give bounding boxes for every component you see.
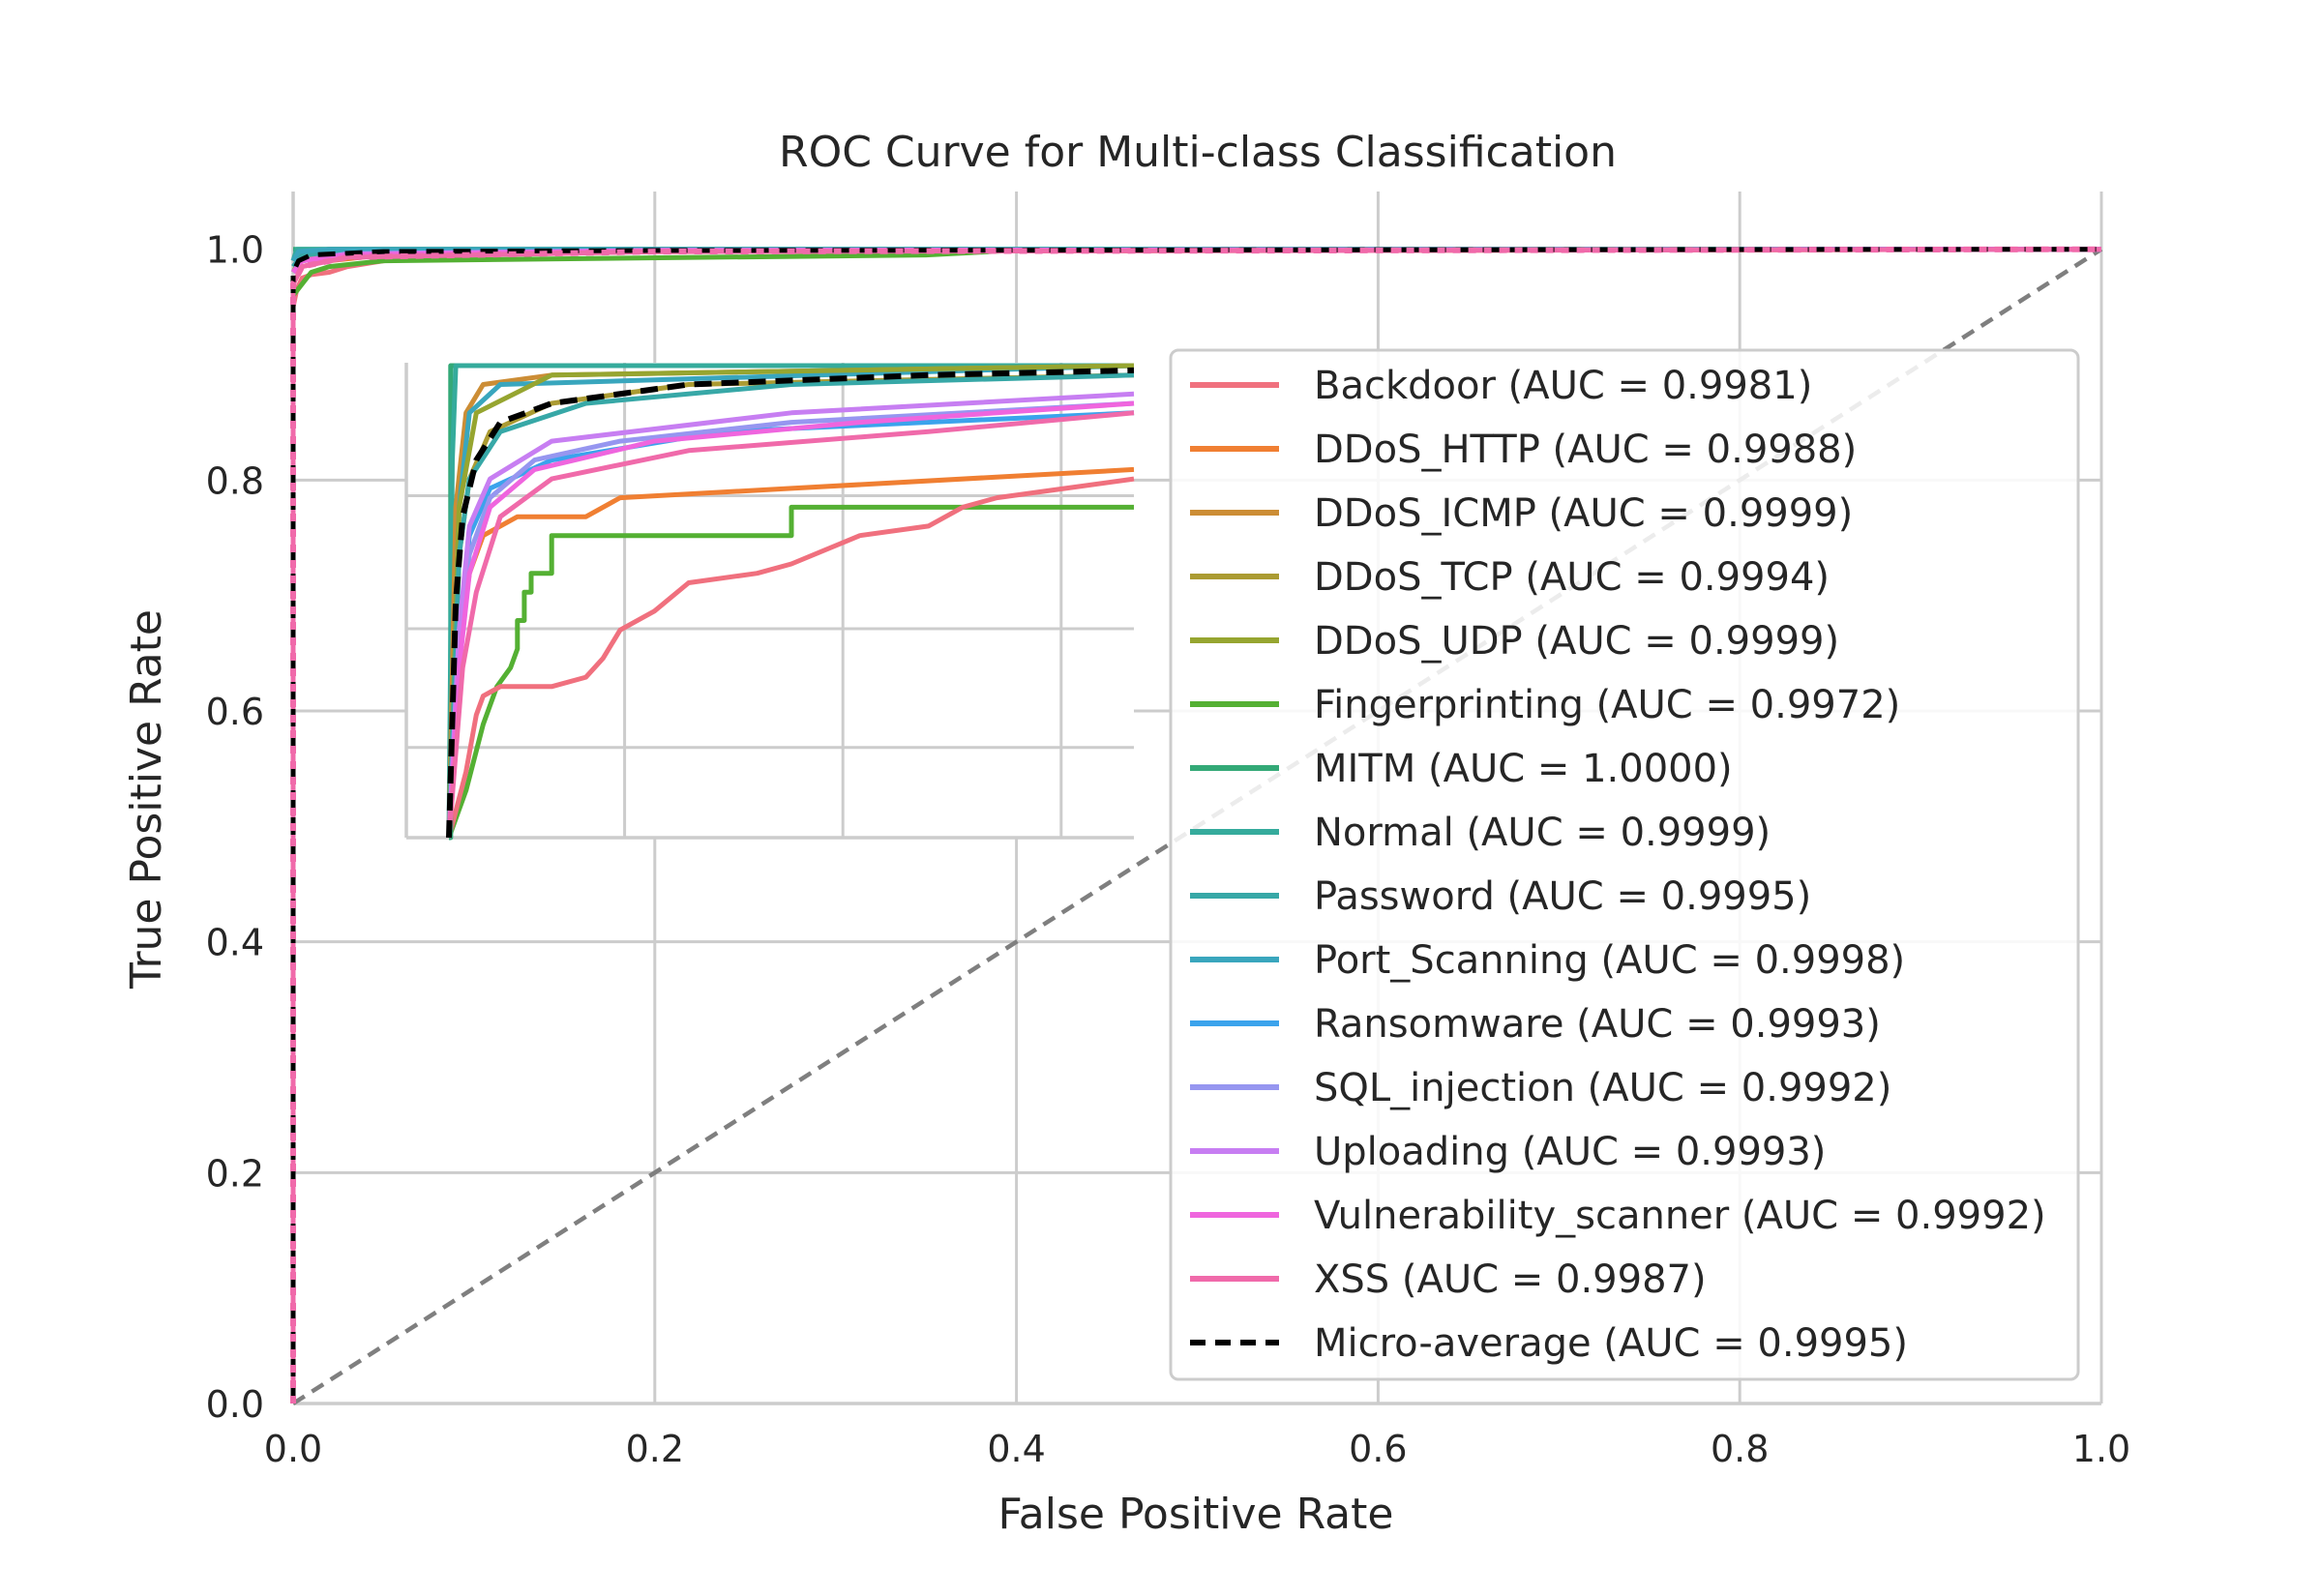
y-tick-label: 0.2 (206, 1152, 264, 1195)
x-tick-label: 0.8 (1711, 1428, 1769, 1470)
inset-background (406, 363, 1134, 838)
y-tick-label: 0.6 (206, 691, 264, 733)
inset-zoom-plot (404, 363, 1135, 841)
legend-entry: XSS (AUC = 0.9987) (1190, 1257, 1707, 1302)
legend-entry: DDoS_UDP (AUC = 0.9999) (1190, 619, 1839, 664)
x-tick-label: 0.0 (264, 1428, 322, 1470)
legend-entry: DDoS_ICMP (AUC = 0.9999) (1190, 491, 1853, 536)
legend-label: DDoS_ICMP (AUC = 0.9999) (1314, 491, 1853, 536)
x-tick-label: 0.2 (626, 1428, 684, 1470)
y-tick-label: 0.4 (206, 922, 264, 964)
roc-line-XSS-dotted-overlay (290, 246, 2102, 1404)
legend-entry: Ransomware (AUC = 0.9993) (1190, 1002, 1881, 1047)
inset-line-XSS (446, 410, 1135, 839)
x-axis-label: False Positive Rate (998, 1490, 1394, 1539)
legend-label: Password (AUC = 0.9995) (1314, 874, 1811, 919)
legend-entry: Uploading (AUC = 0.9993) (1190, 1130, 1826, 1174)
chart-title: ROC Curve for Multi-class Classification (779, 128, 1617, 177)
main-plot-lines (290, 246, 2103, 1405)
y-axis-label: True Positive Rate (122, 609, 171, 990)
inset-line-Backdoor (446, 476, 1135, 839)
x-tick-label: 1.0 (2072, 1428, 2130, 1470)
legend-label: Micro-average (AUC = 0.9995) (1314, 1321, 1908, 1366)
legend-label: SQL_injection (AUC = 0.9992) (1314, 1066, 1891, 1110)
x-tick-label: 0.4 (987, 1428, 1045, 1470)
legend-entry: Vulnerability_scanner (AUC = 0.9992) (1190, 1194, 2046, 1238)
y-tick-label: 0.8 (206, 459, 264, 502)
inset-line-Uploading (446, 391, 1135, 839)
legend-label: Port_Scanning (AUC = 0.9998) (1314, 938, 1905, 983)
legend-entry: Fingerprinting (AUC = 0.9972) (1190, 683, 1900, 727)
legend-entry: Micro-average (AUC = 0.9995) (1190, 1321, 1908, 1366)
legend-label: XSS (AUC = 0.9987) (1314, 1257, 1707, 1302)
inset-line-Vulnerability_scanner (446, 400, 1135, 839)
inset-line-Fingerprinting (446, 504, 1134, 839)
tick-labels: 0.00.0 0.2 0.2 0.4 0.4 0.6 0.6 0.8 0.8 1.0 1.0 (206, 229, 2131, 1470)
legend-label: Uploading (AUC = 0.9993) (1314, 1130, 1826, 1174)
legend-label: MITM (AUC = 1.0000) (1314, 747, 1733, 791)
legend-entry: Password (AUC = 0.9995) (1190, 874, 1811, 919)
legend-entry: Port_Scanning (AUC = 0.9998) (1190, 938, 1905, 983)
legend: Backdoor (AUC = 0.9981) DDoS_HTTP (AUC = … (1169, 348, 2080, 1381)
y-tick-label: 0.0 (206, 1383, 264, 1426)
legend-label: DDoS_UDP (AUC = 0.9999) (1314, 619, 1839, 664)
legend-label: Fingerprinting (AUC = 0.9972) (1314, 683, 1900, 727)
legend-label: Backdoor (AUC = 0.9981) (1314, 364, 1812, 408)
legend-entry: Backdoor (AUC = 0.9981) (1190, 364, 1812, 408)
legend-entry: Normal (AUC = 0.9999) (1190, 811, 1771, 855)
x-tick-label: 0.6 (1349, 1428, 1407, 1470)
legend-label: Normal (AUC = 0.9999) (1314, 811, 1771, 855)
legend-entry: DDoS_HTTP (AUC = 0.9988) (1190, 428, 1857, 472)
legend-label: DDoS_TCP (AUC = 0.9994) (1314, 555, 1830, 600)
legend-label: DDoS_HTTP (AUC = 0.9988) (1314, 428, 1857, 472)
legend-entry: MITM (AUC = 1.0000) (1190, 747, 1733, 791)
legend-entry: DDoS_TCP (AUC = 0.9994) (1190, 555, 1830, 600)
y-tick-label: 1.0 (206, 229, 264, 272)
legend-entry: SQL_injection (AUC = 0.9992) (1190, 1066, 1891, 1110)
legend-label: Vulnerability_scanner (AUC = 0.9992) (1314, 1194, 2046, 1238)
legend-label: Ransomware (AUC = 0.9993) (1314, 1002, 1881, 1047)
legend-box (1169, 348, 2080, 1381)
